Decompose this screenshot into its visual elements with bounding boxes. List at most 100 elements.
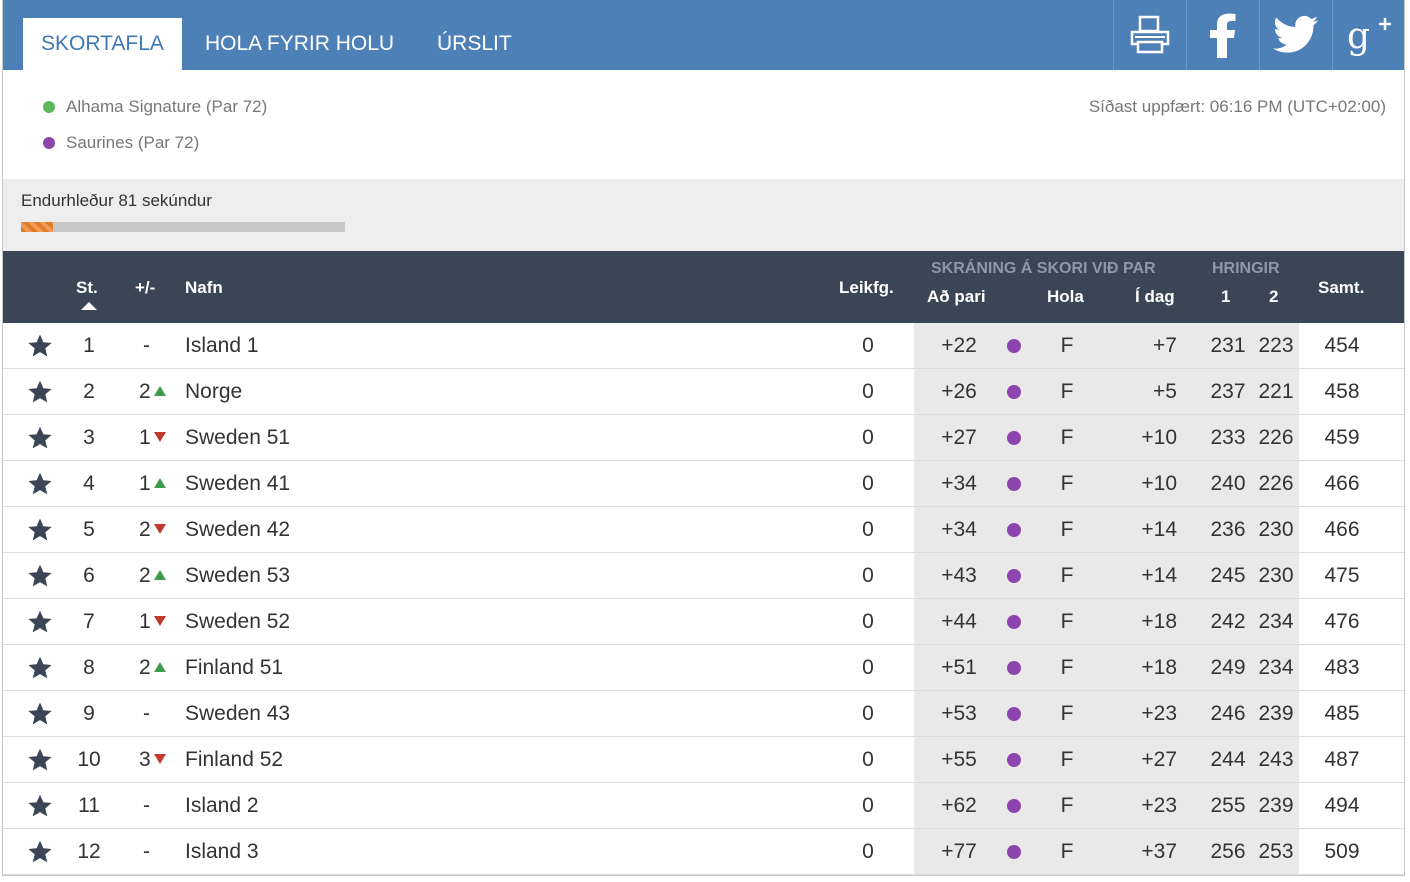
course-dot [1007, 569, 1021, 583]
team-name-cell[interactable]: Island 2 [185, 794, 259, 817]
team-name-cell[interactable]: Sweden 42 [185, 518, 291, 541]
column-header-played[interactable]: Leikfg. [839, 278, 894, 297]
column-header-name[interactable]: Nafn [185, 278, 223, 297]
round-1-cell: 240 [1210, 472, 1246, 495]
team-name-cell[interactable]: Sweden 43 [185, 702, 291, 725]
played-cell: 0 [862, 794, 874, 817]
today-cell: +10 [1141, 426, 1177, 449]
team-name-cell[interactable]: Finland 52 [185, 748, 284, 771]
team-name-cell[interactable]: Sweden 41 [185, 472, 291, 495]
team-name-cell[interactable]: Island 3 [185, 840, 259, 863]
hole-cell: F [1060, 518, 1074, 541]
table-row[interactable]: 3 1 Sweden 51 0 +27 F +10 233 226 459 [3, 415, 1404, 461]
hole-cell: F [1060, 794, 1074, 817]
favorite-star-icon[interactable] [27, 563, 53, 589]
favorite-star-icon[interactable] [27, 747, 53, 773]
table-row[interactable]: 2 2 Norge 0 +26 F +5 237 221 458 [3, 369, 1404, 415]
sort-ascending-icon[interactable] [81, 302, 97, 310]
refresh-countdown: Endurhleður 81 sekúndur [21, 191, 212, 210]
column-header-move[interactable]: +/- [135, 278, 156, 297]
tab-hola-fyrir-holu[interactable]: HOLA FYRIR HOLU [205, 32, 395, 55]
favorite-star-icon[interactable] [27, 839, 53, 865]
column-group-rounds: HRINGIR [1212, 260, 1280, 277]
favorite-star-icon[interactable] [27, 701, 53, 727]
team-name-cell[interactable]: Sweden 52 [185, 610, 291, 633]
table-row[interactable]: 11 - Island 2 0 +62 F +23 255 239 494 [3, 783, 1404, 829]
total-cell: 485 [1324, 702, 1360, 725]
table-row[interactable]: 8 2 Finland 51 0 +51 F +18 249 234 483 [3, 645, 1404, 691]
google-plus-button[interactable]: g [1332, 0, 1404, 70]
column-header-position[interactable]: St. [76, 278, 98, 297]
move-up-icon [153, 662, 166, 672]
column-header-round-2[interactable]: 2 [1269, 287, 1279, 306]
favorite-star-icon[interactable] [27, 333, 53, 359]
to-par-cell: +62 [941, 794, 977, 817]
twitter-button[interactable] [1259, 0, 1331, 70]
table-row[interactable]: 5 2 Sweden 42 0 +34 F +14 236 230 466 [3, 507, 1404, 553]
print-button[interactable] [1113, 0, 1185, 70]
total-cell: 454 [1324, 334, 1360, 357]
round-1-cell: 237 [1210, 380, 1246, 403]
favorite-star-icon[interactable] [27, 609, 53, 635]
round-1-cell: 249 [1210, 656, 1246, 679]
position-cell: 10 [77, 748, 101, 771]
round-2-cell: 230 [1258, 518, 1294, 541]
table-row[interactable]: 10 3 Finland 52 0 +55 F +27 244 243 487 [3, 737, 1404, 783]
facebook-button[interactable] [1186, 0, 1258, 70]
round-1-cell: 256 [1210, 840, 1246, 863]
favorite-star-icon[interactable] [27, 379, 53, 405]
tab-skortafla[interactable]: SKORTAFLA [23, 18, 182, 70]
table-row[interactable]: 4 1 Sweden 41 0 +34 F +10 240 226 466 [3, 461, 1404, 507]
team-name-cell[interactable]: Finland 51 [185, 656, 284, 679]
column-header-to-par[interactable]: Að pari [927, 287, 986, 306]
table-row[interactable]: 9 - Sweden 43 0 +53 F +23 246 239 485 [3, 691, 1404, 737]
course-dot [1007, 431, 1021, 445]
today-cell: +23 [1141, 702, 1177, 725]
course-dot [1007, 707, 1021, 721]
favorite-star-icon[interactable] [27, 517, 53, 543]
table-row[interactable]: 6 2 Sweden 53 0 +43 F +14 245 230 475 [3, 553, 1404, 599]
favorite-star-icon[interactable] [27, 425, 53, 451]
to-par-cell: +22 [941, 334, 977, 357]
team-name-cell[interactable]: Sweden 53 [185, 564, 291, 587]
table-row[interactable]: 12 - Island 3 0 +77 F +37 256 253 509 [3, 829, 1404, 875]
table-row[interactable]: 7 1 Sweden 52 0 +44 F +18 242 234 476 [3, 599, 1404, 645]
total-cell: 509 [1324, 840, 1360, 863]
round-1-cell: 246 [1210, 702, 1246, 725]
svg-text:g: g [1347, 16, 1370, 57]
round-2-cell: 221 [1258, 380, 1294, 403]
hole-cell: F [1060, 380, 1074, 403]
tab-urslit[interactable]: ÚRSLIT [437, 32, 512, 55]
top-nav-bar: SKORTAFLA HOLA FYRIR HOLU ÚRSLIT g [3, 0, 1404, 70]
favorite-star-icon[interactable] [27, 793, 53, 819]
move-down-icon [153, 616, 166, 626]
hole-cell: F [1060, 426, 1074, 449]
column-group-score-to-par: SKRÁNING Á SKORI VIÐ PAR [931, 260, 1156, 277]
move-up-icon [153, 570, 166, 580]
column-header-today[interactable]: Í dag [1135, 287, 1175, 306]
score-columns-background [914, 323, 1299, 875]
to-par-cell: +77 [941, 840, 977, 863]
team-name-cell[interactable]: Norge [185, 380, 243, 403]
to-par-cell: +53 [941, 702, 977, 725]
move-value: - [143, 334, 150, 357]
favorite-star-icon[interactable] [27, 471, 53, 497]
column-header-hole[interactable]: Hola [1047, 287, 1084, 306]
move-value: 2 [139, 380, 151, 403]
move-cell: 3 [131, 737, 181, 783]
to-par-cell: +55 [941, 748, 977, 771]
position-cell: 6 [83, 564, 95, 587]
team-name-cell[interactable]: Island 1 [185, 334, 259, 357]
column-header-round-1[interactable]: 1 [1221, 287, 1231, 306]
move-value: 2 [139, 656, 151, 679]
position-cell: 1 [83, 334, 95, 357]
to-par-cell: +34 [941, 472, 977, 495]
table-row[interactable]: 1 - Island 1 0 +22 F +7 231 223 454 [3, 323, 1404, 369]
printer-icon [1130, 15, 1169, 54]
column-header-total[interactable]: Samt. [1318, 278, 1365, 297]
team-name-cell[interactable]: Sweden 51 [185, 426, 291, 449]
refresh-progress-bar [21, 222, 345, 232]
favorite-star-icon[interactable] [27, 655, 53, 681]
round-2-cell: 234 [1258, 610, 1294, 633]
hole-cell: F [1060, 656, 1074, 679]
